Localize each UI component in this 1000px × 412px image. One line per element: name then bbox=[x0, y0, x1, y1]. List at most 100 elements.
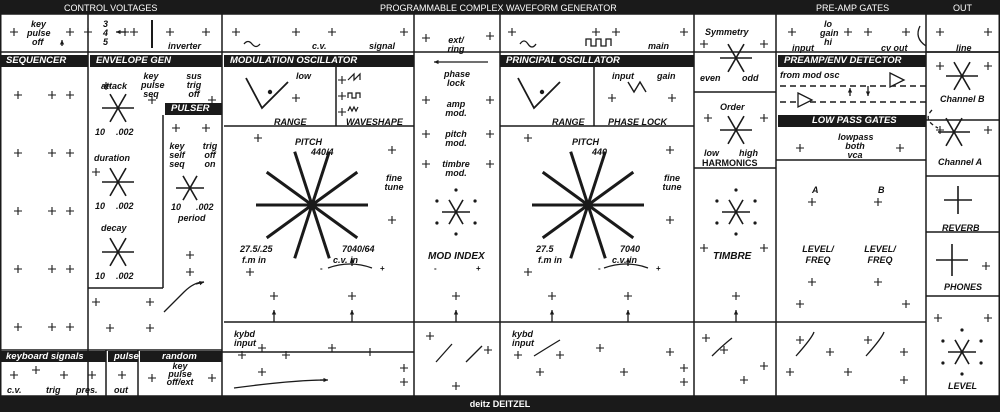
patch-jack[interactable] bbox=[666, 216, 674, 224]
patch-jack[interactable] bbox=[148, 374, 156, 382]
patch-jack[interactable] bbox=[896, 144, 904, 152]
patch-jack[interactable] bbox=[400, 378, 408, 386]
patch-jack[interactable] bbox=[596, 344, 604, 352]
patch-jack[interactable] bbox=[536, 368, 544, 376]
symmetry-knob[interactable] bbox=[720, 43, 752, 73]
channel-b-knob[interactable] bbox=[946, 61, 978, 91]
patch-jack[interactable] bbox=[844, 28, 852, 36]
range-switch-icon[interactable] bbox=[517, 77, 561, 110]
patch-jack[interactable] bbox=[400, 364, 408, 372]
patch-jack[interactable] bbox=[666, 348, 674, 356]
pitch-knob-mod[interactable] bbox=[256, 151, 368, 259]
patch-jack[interactable] bbox=[902, 300, 910, 308]
patch-jack[interactable] bbox=[982, 262, 990, 270]
mod-index-knob[interactable] bbox=[442, 199, 470, 225]
patch-jack[interactable] bbox=[246, 268, 254, 276]
patch-jack[interactable] bbox=[486, 32, 494, 40]
patch-jack[interactable] bbox=[808, 198, 816, 206]
patch-jack[interactable] bbox=[786, 368, 794, 376]
patch-jack[interactable] bbox=[484, 346, 492, 354]
patch-jack[interactable] bbox=[666, 146, 674, 154]
patch-jack[interactable] bbox=[186, 268, 194, 276]
patch-jack[interactable] bbox=[282, 351, 290, 359]
patch-jack[interactable] bbox=[984, 28, 992, 36]
patch-jack[interactable] bbox=[702, 334, 710, 342]
patch-jack[interactable] bbox=[452, 292, 460, 300]
patch-jack[interactable] bbox=[338, 76, 346, 84]
patch-jack[interactable] bbox=[366, 348, 374, 356]
patch-jack[interactable] bbox=[796, 144, 804, 152]
patch-jack[interactable] bbox=[760, 244, 768, 252]
channel-a-knob[interactable] bbox=[938, 117, 970, 147]
level-knob[interactable] bbox=[948, 339, 976, 365]
patch-jack[interactable] bbox=[452, 382, 460, 390]
patch-jack[interactable] bbox=[232, 28, 240, 36]
patch-jack[interactable] bbox=[808, 278, 816, 286]
patch-jack[interactable] bbox=[208, 374, 216, 382]
patch-jack[interactable] bbox=[720, 346, 728, 354]
patch-jack[interactable] bbox=[486, 160, 494, 168]
patch-jack[interactable] bbox=[88, 371, 96, 379]
patch-jack[interactable] bbox=[92, 168, 100, 176]
period-knob[interactable] bbox=[176, 175, 204, 201]
patch-jack[interactable] bbox=[48, 323, 56, 331]
patch-jack[interactable] bbox=[258, 344, 266, 352]
patch-jack[interactable] bbox=[486, 96, 494, 104]
patch-jack[interactable] bbox=[328, 28, 336, 36]
patch-jack[interactable] bbox=[14, 207, 22, 215]
patch-jack[interactable] bbox=[900, 376, 908, 384]
patch-jack[interactable] bbox=[422, 160, 430, 168]
patch-jack[interactable] bbox=[514, 351, 522, 359]
patch-jack[interactable] bbox=[732, 292, 740, 300]
patch-jack[interactable] bbox=[620, 368, 628, 376]
patch-jack[interactable] bbox=[902, 28, 910, 36]
attack-knob[interactable] bbox=[102, 93, 134, 123]
patch-jack[interactable] bbox=[984, 62, 992, 70]
patch-jack[interactable] bbox=[92, 298, 100, 306]
patch-jack[interactable] bbox=[14, 265, 22, 273]
patch-jack[interactable] bbox=[874, 198, 882, 206]
patch-jack[interactable] bbox=[48, 265, 56, 273]
patch-jack[interactable] bbox=[740, 376, 748, 384]
order-knob[interactable] bbox=[720, 115, 752, 145]
patch-jack[interactable] bbox=[10, 371, 18, 379]
patch-jack[interactable] bbox=[796, 300, 804, 308]
patch-jack[interactable] bbox=[388, 216, 396, 224]
patch-jack[interactable] bbox=[760, 362, 768, 370]
patch-jack[interactable] bbox=[592, 28, 600, 36]
patch-jack[interactable] bbox=[146, 298, 154, 306]
patch-jack[interactable] bbox=[166, 28, 174, 36]
patch-jack[interactable] bbox=[238, 351, 246, 359]
patch-jack[interactable] bbox=[864, 336, 872, 344]
patch-jack[interactable] bbox=[760, 40, 768, 48]
patch-jack[interactable] bbox=[612, 28, 620, 36]
patch-jack[interactable] bbox=[608, 94, 616, 102]
patch-jack[interactable] bbox=[400, 28, 408, 36]
patch-jack[interactable] bbox=[258, 368, 266, 376]
patch-jack[interactable] bbox=[102, 82, 110, 90]
patch-jack[interactable] bbox=[48, 149, 56, 157]
patch-jack[interactable] bbox=[66, 323, 74, 331]
patch-jack[interactable] bbox=[700, 244, 708, 252]
patch-jack[interactable] bbox=[60, 371, 68, 379]
patch-jack[interactable] bbox=[704, 114, 712, 122]
patch-jack[interactable] bbox=[338, 92, 346, 100]
patch-jack[interactable] bbox=[270, 292, 278, 300]
patch-jack[interactable] bbox=[14, 91, 22, 99]
patch-jack[interactable] bbox=[680, 364, 688, 372]
duration-knob[interactable] bbox=[102, 167, 134, 197]
patch-jack[interactable] bbox=[936, 126, 944, 134]
patch-jack[interactable] bbox=[900, 348, 908, 356]
patch-jack[interactable] bbox=[422, 34, 430, 42]
patch-jack[interactable] bbox=[668, 94, 676, 102]
patch-jack[interactable] bbox=[66, 149, 74, 157]
patch-jack[interactable] bbox=[508, 28, 516, 36]
patch-jack[interactable] bbox=[48, 207, 56, 215]
patch-jack[interactable] bbox=[292, 28, 300, 36]
patch-jack[interactable] bbox=[934, 314, 942, 322]
patch-jack[interactable] bbox=[936, 62, 944, 70]
patch-jack[interactable] bbox=[388, 146, 396, 154]
patch-jack[interactable] bbox=[328, 344, 336, 352]
patch-jack[interactable] bbox=[548, 292, 556, 300]
patch-jack[interactable] bbox=[48, 91, 56, 99]
